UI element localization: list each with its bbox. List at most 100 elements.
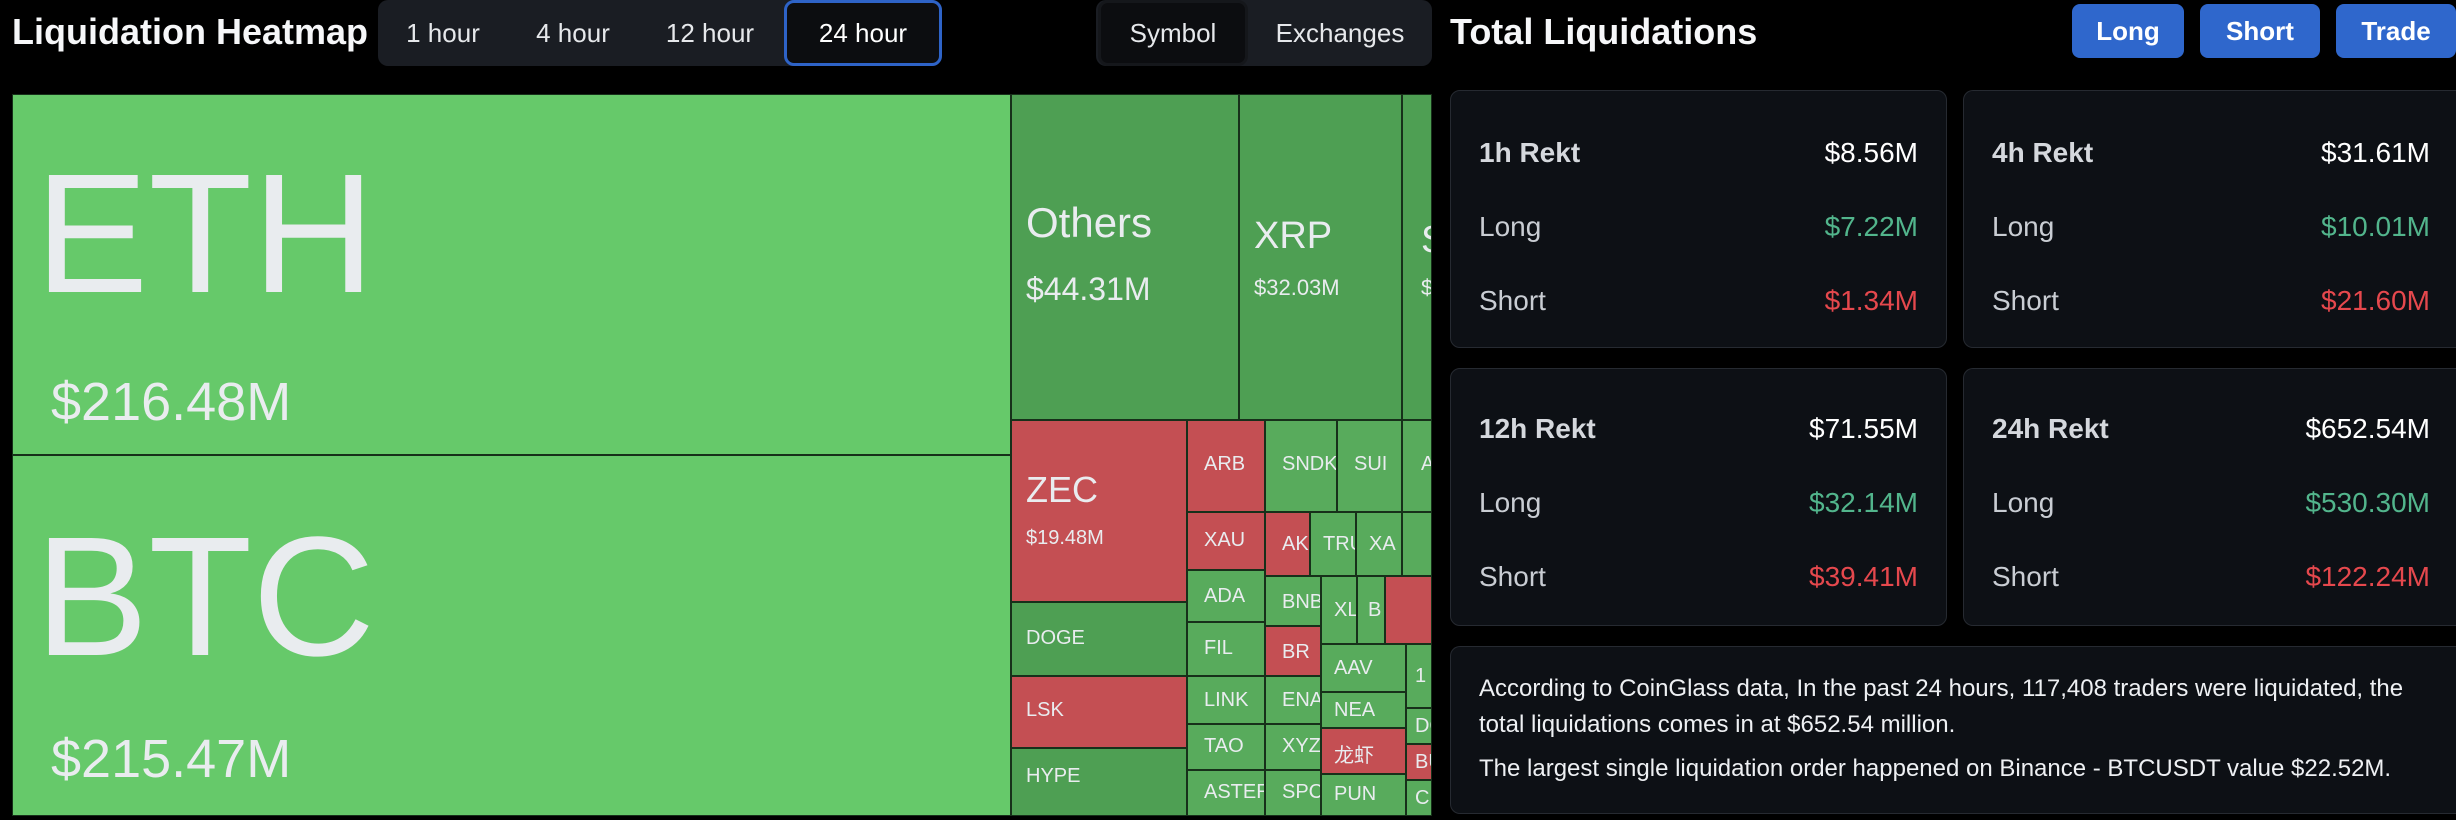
tile-symbol: DO	[1415, 715, 1431, 737]
tile-b[interactable]: B	[1357, 576, 1385, 644]
tile-1[interactable]: 1	[1406, 644, 1432, 708]
tile-doge[interactable]: DOGE	[1011, 602, 1187, 676]
long-label: Long	[1992, 487, 2055, 518]
tile-value: $215.47M	[51, 729, 292, 789]
tile-s[interactable]: S $	[1402, 94, 1432, 420]
tile-red-small[interactable]	[1385, 576, 1432, 644]
long-value: $7.22M	[1824, 211, 1918, 242]
tile-do[interactable]: DO	[1406, 708, 1432, 744]
tile-value: $44.31M	[1026, 271, 1151, 307]
trade-button[interactable]: Trade	[2336, 4, 2456, 58]
view-exchanges-button[interactable]: Exchanges	[1275, 18, 1405, 48]
tile-tru[interactable]: TRU	[1310, 512, 1356, 576]
tile-symbol: BU	[1415, 751, 1431, 773]
tile-cjk[interactable]: 龙虾	[1321, 728, 1406, 774]
tile-ena[interactable]: ENA	[1265, 676, 1321, 724]
tile-fil[interactable]: FIL	[1187, 622, 1265, 676]
card-total: $31.61M	[2321, 137, 2430, 168]
tile-value: $	[1421, 275, 1431, 301]
long-value: $32.14M	[1809, 487, 1918, 518]
short-label: Short	[1992, 285, 2059, 316]
view-toggle: Symbol Exchanges	[1096, 0, 1432, 66]
timeframe-tabs: 1 hour 4 hour 12 hour 24 hour	[378, 0, 942, 66]
summary-line-2: total liquidations comes in at $652.54 m…	[1479, 711, 1956, 738]
tile-xrp[interactable]: XRP $32.03M	[1239, 94, 1402, 420]
tile-spcx[interactable]: SPCX	[1265, 770, 1321, 816]
tile-symbol: ETH	[35, 139, 375, 329]
summary-line-1: According to CoinGlass data, In the past…	[1479, 675, 2404, 702]
tile-nea[interactable]: NEA	[1321, 692, 1406, 728]
tile-xau[interactable]: XAU	[1187, 512, 1265, 570]
short-value: $39.41M	[1809, 561, 1918, 592]
long-label: Long	[1992, 211, 2055, 242]
long-label: Long	[1479, 487, 1542, 518]
tile-arb[interactable]: ARB	[1187, 420, 1265, 512]
tile-ada[interactable]: ADA	[1187, 570, 1265, 622]
tab-1-hour[interactable]: 1 hour	[406, 18, 480, 48]
tile-symbol: ASTER	[1204, 781, 1265, 803]
tile-symbol: SNDK	[1282, 453, 1337, 475]
tile-symbol: LINK	[1204, 689, 1249, 711]
short-button[interactable]: Short	[2200, 4, 2320, 58]
tile-symbol: AAV	[1334, 657, 1373, 679]
tile-bu[interactable]: BU	[1406, 744, 1432, 780]
tile-symbol: DOGE	[1026, 627, 1085, 649]
tile-br[interactable]: BR	[1265, 626, 1321, 676]
tile-symbol: LSK	[1026, 699, 1064, 721]
tile-aav[interactable]: AAV	[1321, 644, 1406, 692]
tile-symbol: BNB	[1282, 591, 1321, 613]
tile-a[interactable]: A	[1402, 420, 1432, 512]
tile-bnb[interactable]: BNB	[1265, 576, 1321, 626]
rekt-card-24h: 24h Rekt $652.54M Long $530.30M Short $122.…	[1963, 368, 2456, 626]
tile-xa[interactable]: XA	[1356, 512, 1402, 576]
tile-xl[interactable]: XL	[1321, 576, 1357, 644]
tab-4-hour[interactable]: 4 hour	[536, 18, 610, 48]
tab-24-hour[interactable]: 24 hour	[784, 0, 942, 66]
heatmap-title: Liquidation Heatmap	[12, 11, 369, 52]
view-symbol-button[interactable]: Symbol	[1098, 0, 1248, 66]
card-total: $652.54M	[2305, 413, 2430, 444]
tile-sui[interactable]: SUI	[1337, 420, 1402, 512]
rekt-card-12h: 12h Rekt $71.55M Long $32.14M Short $39.41M	[1450, 368, 1947, 626]
short-label: Short	[1992, 561, 2059, 592]
card-label: 4h Rekt	[1992, 137, 2094, 168]
tile-lsk[interactable]: LSK	[1011, 676, 1187, 748]
tile-symbol: ARB	[1204, 453, 1246, 475]
tab-12-hour[interactable]: 12 hour	[665, 18, 755, 48]
tile-tao[interactable]: TAO	[1187, 724, 1265, 770]
long-button[interactable]: Long	[2072, 4, 2184, 58]
tile-symbol: HYPE	[1026, 765, 1081, 787]
tile-symbol: TAO	[1204, 735, 1244, 757]
tile-symbol: 1	[1415, 665, 1427, 687]
tile-symbol: XL	[1334, 599, 1357, 621]
tile-pun[interactable]: PUN	[1321, 774, 1406, 816]
tile-symbol: XYZ:	[1282, 735, 1321, 757]
tile-zec[interactable]: ZEC $19.48M	[1011, 420, 1187, 602]
tile-green-small[interactable]	[1402, 512, 1432, 576]
tile-value: $32.03M	[1254, 275, 1340, 300]
tile-symbol: SPCX	[1282, 781, 1320, 803]
tile-aster[interactable]: ASTER	[1187, 770, 1265, 816]
tile-symbol: B	[1368, 599, 1382, 621]
short-value: $21.60M	[2321, 285, 2430, 316]
tile-xyz[interactable]: XYZ:	[1265, 724, 1321, 770]
tile-sndk[interactable]: SNDK	[1265, 420, 1337, 512]
tile-hype[interactable]: HYPE	[1011, 748, 1187, 816]
tile-eth[interactable]: ETH $216.48M	[12, 94, 1011, 455]
long-value: $530.30M	[2305, 487, 2430, 518]
tile-symbol: BR	[1282, 641, 1310, 663]
long-label: Long	[1479, 211, 1542, 242]
tile-symbol: XRP	[1254, 215, 1333, 257]
liquidation-summary: According to CoinGlass data, In the past…	[1450, 646, 2456, 814]
tile-btc[interactable]: BTC $215.47M	[12, 455, 1011, 816]
short-value: $1.34M	[1824, 285, 1918, 316]
rekt-card-1h: 1h Rekt $8.56M Long $7.22M Short $1.34M	[1450, 90, 1947, 348]
card-label: 12h Rekt	[1479, 413, 1596, 444]
total-liquidations-title: Total Liquidations	[1450, 11, 1758, 52]
tile-symbol: ZEC	[1026, 469, 1098, 510]
tile-cr[interactable]: CR	[1406, 780, 1432, 816]
tile-akt[interactable]: AKT	[1265, 512, 1310, 576]
tile-link[interactable]: LINK	[1187, 676, 1265, 724]
tile-symbol: S	[1421, 219, 1431, 262]
tile-others[interactable]: Others $44.31M	[1011, 94, 1239, 420]
